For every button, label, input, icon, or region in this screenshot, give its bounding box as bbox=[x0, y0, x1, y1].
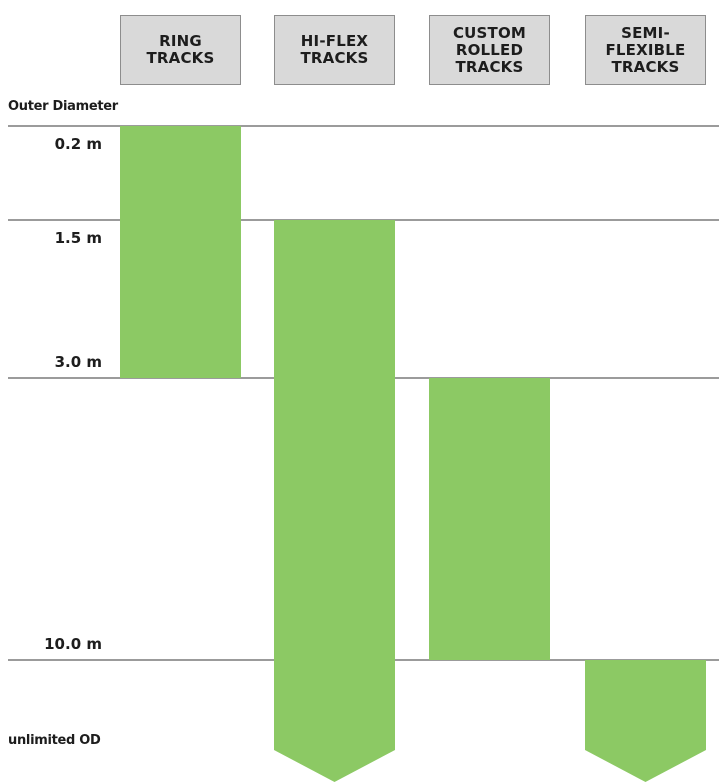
y-level-label-unlimited: unlimited OD bbox=[8, 733, 101, 748]
category-header-semi-flexible-tracks: SEMI- FLEXIBLE TRACKS bbox=[585, 15, 706, 85]
category-header-hi-flex-tracks: HI-FLEX TRACKS bbox=[274, 15, 395, 85]
y-axis-title: Outer Diameter bbox=[8, 99, 118, 114]
y-level-label-3-0m: 3.0 m bbox=[54, 353, 102, 371]
divider-top bbox=[8, 125, 719, 127]
range-bar-custom-rolled-tracks bbox=[429, 378, 550, 660]
range-bar-hi-flex-tracks bbox=[274, 220, 395, 782]
range-bar-semi-flexible-tracks bbox=[585, 660, 706, 782]
category-header-ring-tracks: RING TRACKS bbox=[120, 15, 241, 85]
category-header-custom-rolled-tracks: CUSTOM ROLLED TRACKS bbox=[429, 15, 550, 85]
range-bar-ring-tracks bbox=[120, 126, 241, 378]
y-level-label-1-5m: 1.5 m bbox=[54, 229, 102, 247]
y-level-label-0-2m: 0.2 m bbox=[54, 135, 102, 153]
y-level-label-10-0m: 10.0 m bbox=[44, 635, 102, 653]
